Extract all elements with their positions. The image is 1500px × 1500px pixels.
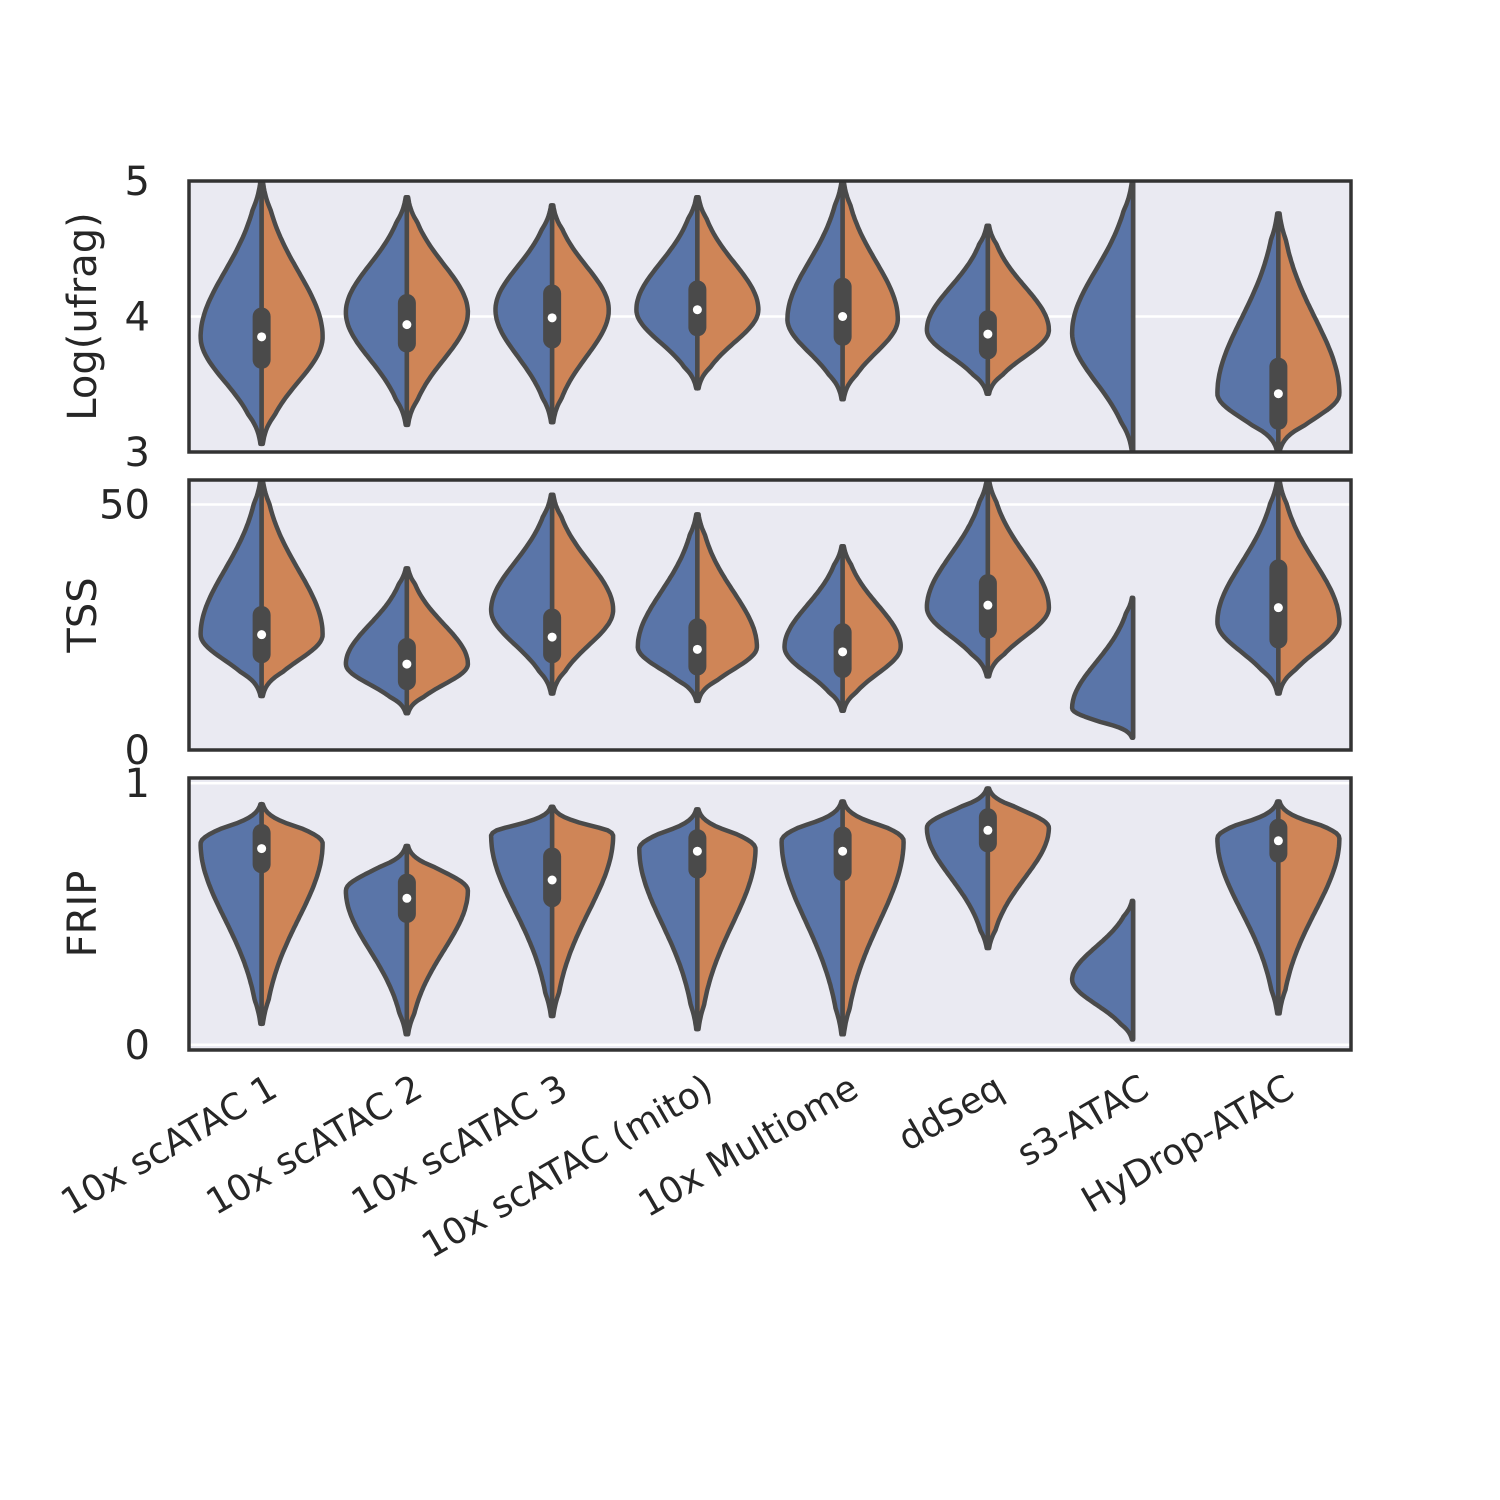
median-marker-10x-multiome (838, 647, 848, 657)
violin-left-ddseq (924, 223, 991, 396)
median-marker-10x-scatac-2 (402, 893, 412, 903)
violin-left-10x-scatac-mito- (637, 807, 700, 1032)
violin-left-hydrop-atac (1215, 480, 1281, 696)
violin-left-10x-scatac-2 (343, 843, 410, 1037)
panel-1: 3 4 5 Log(ufrag) (60, 159, 1353, 476)
median-marker-10x-multiome (838, 846, 848, 856)
violin-right-hydrop-atac (1276, 799, 1342, 1016)
panel-2: 0 50 TSS (60, 478, 1353, 774)
violin-right-10x-scatac-1 (259, 801, 325, 1027)
violin-left-10x-scatac-1 (198, 480, 264, 699)
y-tick-label: 5 (125, 159, 150, 205)
median-marker-10x-scatac-2 (402, 320, 412, 330)
y-axis-label: TSS (60, 577, 106, 653)
y-tick-label: 0 (125, 1023, 150, 1069)
violin-right-10x-multiome (840, 544, 903, 713)
violin-right-10x-multiome (840, 181, 901, 402)
median-marker-10x-scatac-1 (257, 332, 267, 342)
median-marker-10x-scatac-3 (547, 875, 557, 885)
median-marker-10x-scatac-3 (547, 313, 557, 323)
median-marker-ddseq (983, 600, 993, 610)
violin-left-10x-scatac-1 (198, 181, 264, 447)
violin-left-s3-atac (1069, 595, 1136, 740)
x-tick-label: ddSeq (892, 1067, 1011, 1159)
violin-left-10x-scatac-2 (343, 195, 410, 428)
violin-left-10x-scatac-mito- (635, 512, 700, 704)
median-marker-ddseq (983, 825, 993, 835)
violin-left-10x-multiome (785, 181, 845, 402)
median-marker-hydrop-atac (1273, 603, 1283, 613)
violin-left-10x-scatac-3 (493, 203, 555, 425)
median-marker-10x-scatac-mito- (692, 846, 702, 856)
median-marker-10x-multiome (838, 312, 848, 321)
violin-left-ddseq (924, 786, 991, 951)
median-marker-10x-scatac-1 (257, 844, 267, 854)
violin-right-hydrop-atac (1276, 211, 1342, 452)
y-tick-label: 3 (125, 430, 150, 476)
violin-right-ddseq (985, 480, 1052, 679)
violin-left-10x-multiome (779, 799, 845, 1037)
violin-left-hydrop-atac (1215, 211, 1281, 452)
violin-right-10x-scatac-mito- (695, 512, 760, 704)
median-marker-ddseq (983, 329, 993, 339)
violin-left-hydrop-atac (1215, 799, 1281, 1016)
violin-right-ddseq (985, 223, 1052, 396)
median-marker-hydrop-atac (1273, 836, 1283, 846)
violin-left-10x-scatac-mito- (634, 195, 700, 391)
violin-right-10x-scatac-3 (549, 203, 611, 425)
panel-frame (187, 179, 1353, 454)
y-tick-label: 50 (99, 483, 150, 529)
y-tick-label: 4 (125, 295, 150, 341)
violin-right-10x-scatac-2 (404, 195, 471, 428)
panel-background (189, 480, 1351, 750)
violin-right-10x-scatac-2 (404, 843, 471, 1037)
violin-left-ddseq (924, 480, 991, 679)
median-marker-10x-scatac-1 (257, 630, 267, 640)
violin-right-ddseq (985, 786, 1052, 951)
median-marker-10x-scatac-3 (547, 632, 557, 642)
violin-right-10x-scatac-mito- (695, 807, 758, 1032)
panel-frame (187, 478, 1353, 752)
violin-right-10x-scatac-mito- (695, 195, 761, 391)
y-tick-label: 0 (125, 728, 150, 774)
violin-right-10x-scatac-1 (259, 181, 325, 447)
violin-right-10x-scatac-3 (549, 804, 616, 1019)
y-axis-label: Log(ufrag) (60, 212, 106, 420)
violin-left-s3-atac (1069, 898, 1136, 1042)
violin-right-10x-scatac-1 (259, 480, 325, 699)
violin-left-10x-scatac-3 (488, 492, 555, 696)
y-tick-label: 1 (125, 761, 150, 807)
median-marker-10x-scatac-2 (402, 659, 412, 669)
median-marker-10x-scatac-mito- (692, 644, 702, 654)
median-marker-hydrop-atac (1273, 389, 1283, 399)
y-axis-label: FRIP (60, 871, 106, 958)
panel-3: 0 1 FRIP (60, 761, 1353, 1069)
violin-left-10x-scatac-2 (343, 566, 410, 716)
violin-left-10x-scatac-3 (488, 804, 555, 1019)
violin-right-10x-scatac-3 (549, 492, 616, 696)
violin-left-s3-atac (1069, 181, 1136, 452)
violin-right-10x-multiome (840, 799, 906, 1037)
median-marker-10x-scatac-mito- (692, 305, 702, 315)
violin-right-hydrop-atac (1276, 480, 1342, 696)
violin-left-10x-multiome (782, 544, 845, 713)
violin-right-10x-scatac-2 (404, 566, 471, 716)
violin-left-10x-scatac-1 (198, 801, 264, 1027)
panel-frame (187, 776, 1353, 1052)
